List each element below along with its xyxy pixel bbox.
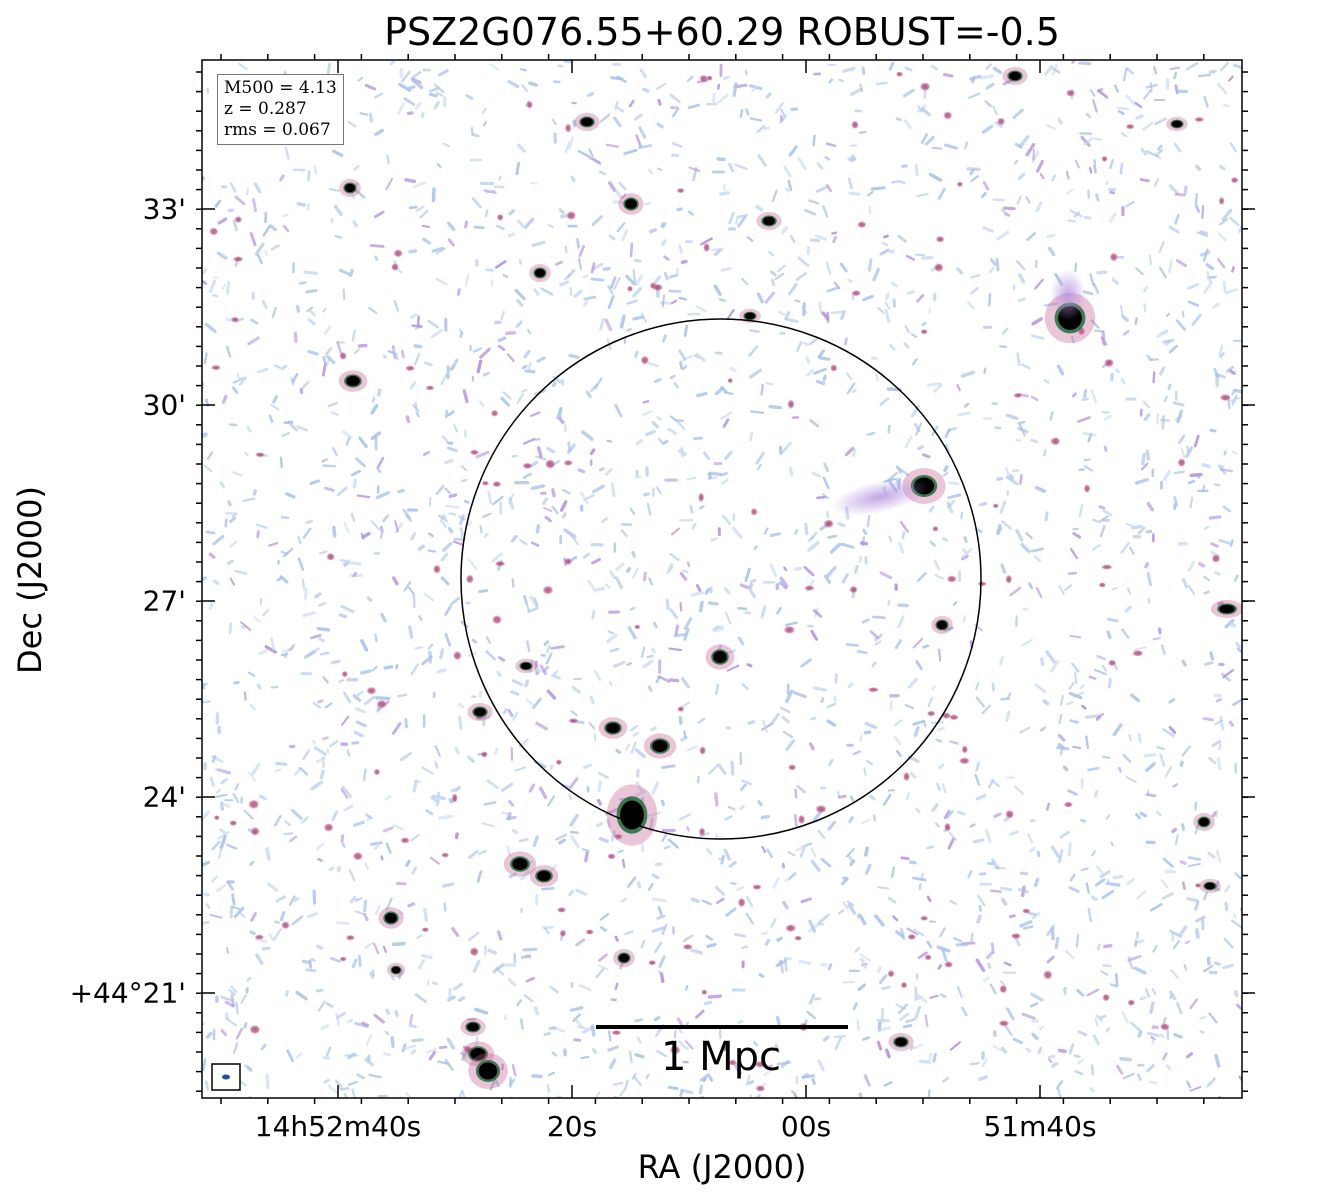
beam-ellipse <box>222 1074 230 1080</box>
x-axis-label: RA (J2000) <box>637 1148 807 1186</box>
y-tick-label: +44°21' <box>69 976 186 1010</box>
r500-circle <box>460 318 982 840</box>
noise-field <box>202 60 1242 1098</box>
y-tick-label: 24' <box>142 780 186 814</box>
y-tick-label: 30' <box>142 388 186 422</box>
y-tick-label: 33' <box>142 192 186 226</box>
redshift-label: z = 0.287 <box>224 99 307 119</box>
x-tick-label: 51m40s <box>983 1110 1097 1143</box>
axis-ticks <box>196 54 1255 1104</box>
scalebar-label: 1 Mpc <box>660 1034 782 1080</box>
info-box: M500 = 4.13 z = 0.287 rms = 0.067 <box>217 74 344 145</box>
x-tick-label: 20s <box>546 1110 598 1143</box>
plot-title: PSZ2G076.55+60.29 ROBUST=-0.5 <box>384 10 1060 54</box>
rms-label: rms = 0.067 <box>224 120 331 140</box>
plot-background <box>202 60 1242 1098</box>
x-tick-label: 14h52m40s <box>254 1110 422 1143</box>
radio-sources <box>338 67 1242 1089</box>
x-tick-label: 00s <box>780 1110 832 1143</box>
y-axis-label: Dec (J2000) <box>11 486 49 674</box>
y-tick-label: 27' <box>142 584 186 618</box>
plot-frame <box>201 59 1243 1099</box>
m500-label: M500 = 4.13 <box>224 78 337 98</box>
